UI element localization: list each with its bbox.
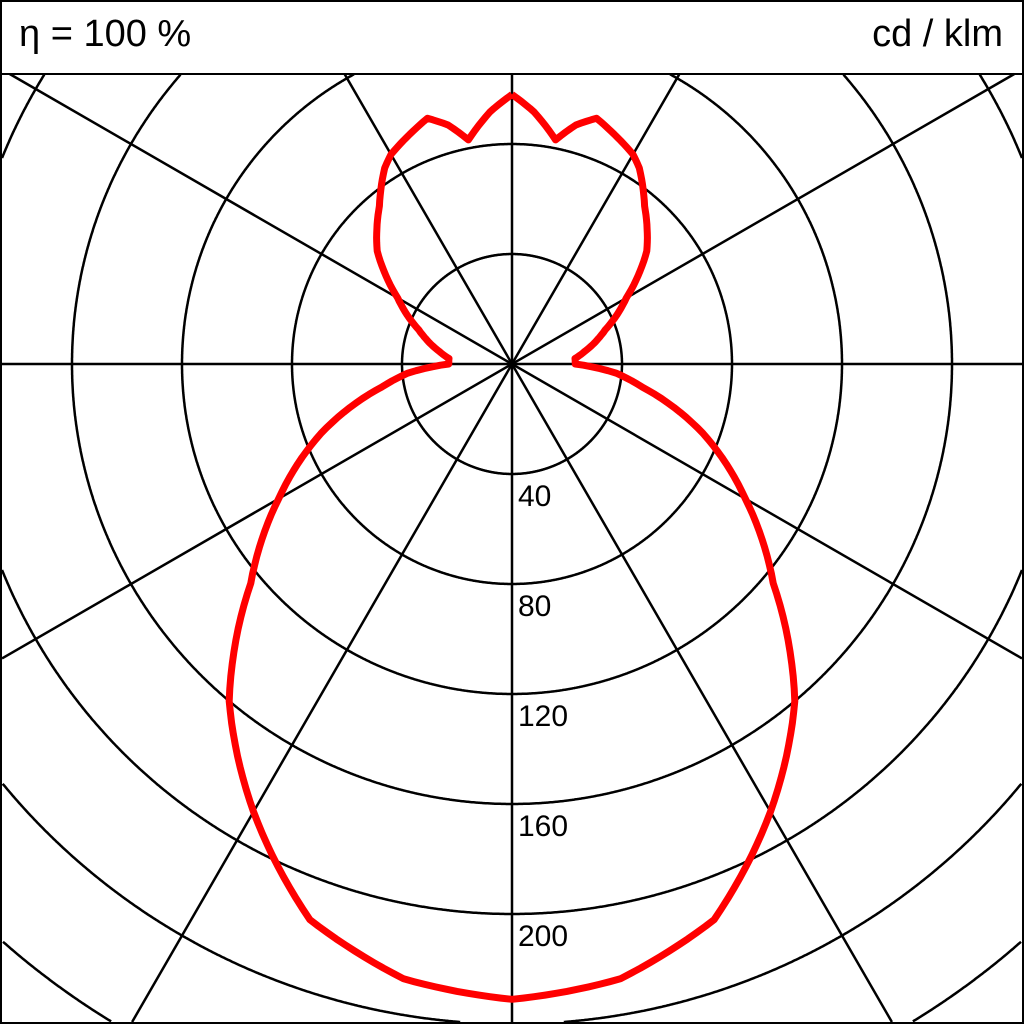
radial-tick-label: 200: [518, 920, 568, 953]
grid-spoke-60: [9, 72, 1023, 660]
radial-tick-label: 80: [518, 590, 551, 623]
grid-spoke-150: [131, 73, 681, 1023]
radial-tick-label: 120: [518, 700, 568, 733]
radial-tick-label: 40: [518, 480, 551, 513]
header-bar: η = 100 % cd / klm: [0, 0, 1024, 75]
grid-spoke-30: [343, 73, 893, 1023]
grid-ring-120: [180, 73, 844, 696]
unit-label: cd / klm: [872, 13, 1003, 55]
grid-ring-280: [2, 940, 1022, 1023]
grid-spoke-120: [1, 72, 1015, 660]
radial-tick-label: 160: [518, 810, 568, 843]
luminous-intensity-curve: [225, 91, 799, 1003]
grid-ring-240: [1, 783, 1023, 1024]
grid-ring-160: [70, 73, 954, 806]
efficiency-label: η = 100 %: [19, 13, 192, 55]
